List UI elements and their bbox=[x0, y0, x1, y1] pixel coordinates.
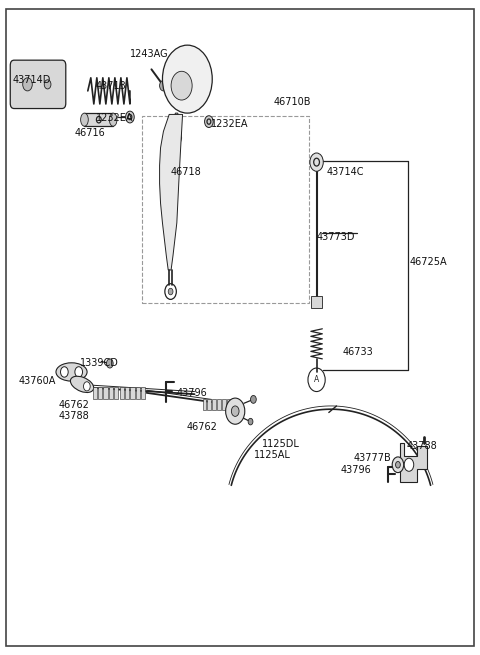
Text: 1125DL: 1125DL bbox=[262, 439, 300, 449]
Ellipse shape bbox=[71, 376, 94, 392]
Circle shape bbox=[404, 458, 414, 472]
Text: 1125AL: 1125AL bbox=[254, 450, 291, 460]
Bar bbox=[142, 117, 310, 303]
Bar bbox=[311, 296, 323, 308]
Text: 1243AG: 1243AG bbox=[130, 49, 168, 60]
Text: 46718: 46718 bbox=[170, 167, 201, 177]
Bar bbox=[203, 400, 206, 410]
Polygon shape bbox=[400, 443, 427, 482]
Circle shape bbox=[75, 367, 83, 377]
Circle shape bbox=[310, 153, 323, 172]
Bar bbox=[98, 387, 102, 399]
Bar bbox=[227, 400, 230, 410]
Text: 43714D: 43714D bbox=[12, 75, 51, 85]
Bar bbox=[120, 387, 124, 399]
FancyBboxPatch shape bbox=[10, 60, 66, 109]
Bar bbox=[136, 387, 140, 399]
Text: 46733: 46733 bbox=[343, 347, 373, 358]
Ellipse shape bbox=[109, 113, 117, 126]
Circle shape bbox=[168, 288, 173, 295]
Text: 1232EA: 1232EA bbox=[211, 119, 249, 128]
Bar bbox=[109, 387, 113, 399]
Bar bbox=[207, 400, 211, 410]
Text: 43714C: 43714C bbox=[326, 167, 364, 177]
Text: 46710B: 46710B bbox=[274, 97, 311, 107]
Circle shape bbox=[392, 457, 404, 473]
Text: 46725A: 46725A bbox=[410, 257, 447, 267]
Text: 43788: 43788 bbox=[58, 411, 89, 421]
Text: 43788: 43788 bbox=[407, 441, 437, 451]
Text: 46762: 46762 bbox=[58, 400, 89, 409]
Circle shape bbox=[248, 419, 253, 425]
Bar bbox=[231, 400, 235, 410]
Bar bbox=[222, 400, 226, 410]
Bar bbox=[141, 387, 145, 399]
Text: 43713: 43713 bbox=[96, 81, 126, 90]
Circle shape bbox=[44, 80, 51, 89]
Circle shape bbox=[84, 382, 90, 391]
Bar bbox=[212, 400, 216, 410]
Text: A: A bbox=[314, 375, 319, 384]
Bar bbox=[131, 387, 135, 399]
Circle shape bbox=[396, 462, 400, 468]
Circle shape bbox=[231, 406, 239, 417]
Polygon shape bbox=[172, 113, 181, 143]
Bar bbox=[103, 387, 108, 399]
Polygon shape bbox=[159, 115, 182, 270]
Ellipse shape bbox=[56, 363, 87, 381]
Text: 43760A: 43760A bbox=[19, 376, 56, 386]
Circle shape bbox=[162, 45, 212, 113]
Circle shape bbox=[107, 359, 113, 368]
Text: 43777B: 43777B bbox=[354, 453, 392, 463]
Bar bbox=[84, 113, 113, 126]
Text: 43773D: 43773D bbox=[317, 233, 355, 242]
Bar bbox=[114, 387, 119, 399]
Circle shape bbox=[204, 116, 213, 128]
Text: 46716: 46716 bbox=[75, 128, 106, 138]
Bar bbox=[93, 387, 97, 399]
Circle shape bbox=[23, 78, 32, 91]
Text: 1232EA: 1232EA bbox=[96, 113, 134, 123]
Bar bbox=[217, 400, 221, 410]
Text: 43796: 43796 bbox=[340, 465, 371, 475]
Text: 1339CD: 1339CD bbox=[80, 358, 119, 369]
Text: 46762: 46762 bbox=[186, 422, 217, 432]
Circle shape bbox=[251, 396, 256, 403]
Circle shape bbox=[126, 111, 134, 123]
Circle shape bbox=[60, 367, 68, 377]
Bar bbox=[125, 387, 129, 399]
Circle shape bbox=[171, 71, 192, 100]
Circle shape bbox=[159, 81, 167, 91]
Ellipse shape bbox=[81, 113, 88, 126]
Circle shape bbox=[226, 398, 245, 424]
Text: 43796: 43796 bbox=[177, 388, 207, 398]
